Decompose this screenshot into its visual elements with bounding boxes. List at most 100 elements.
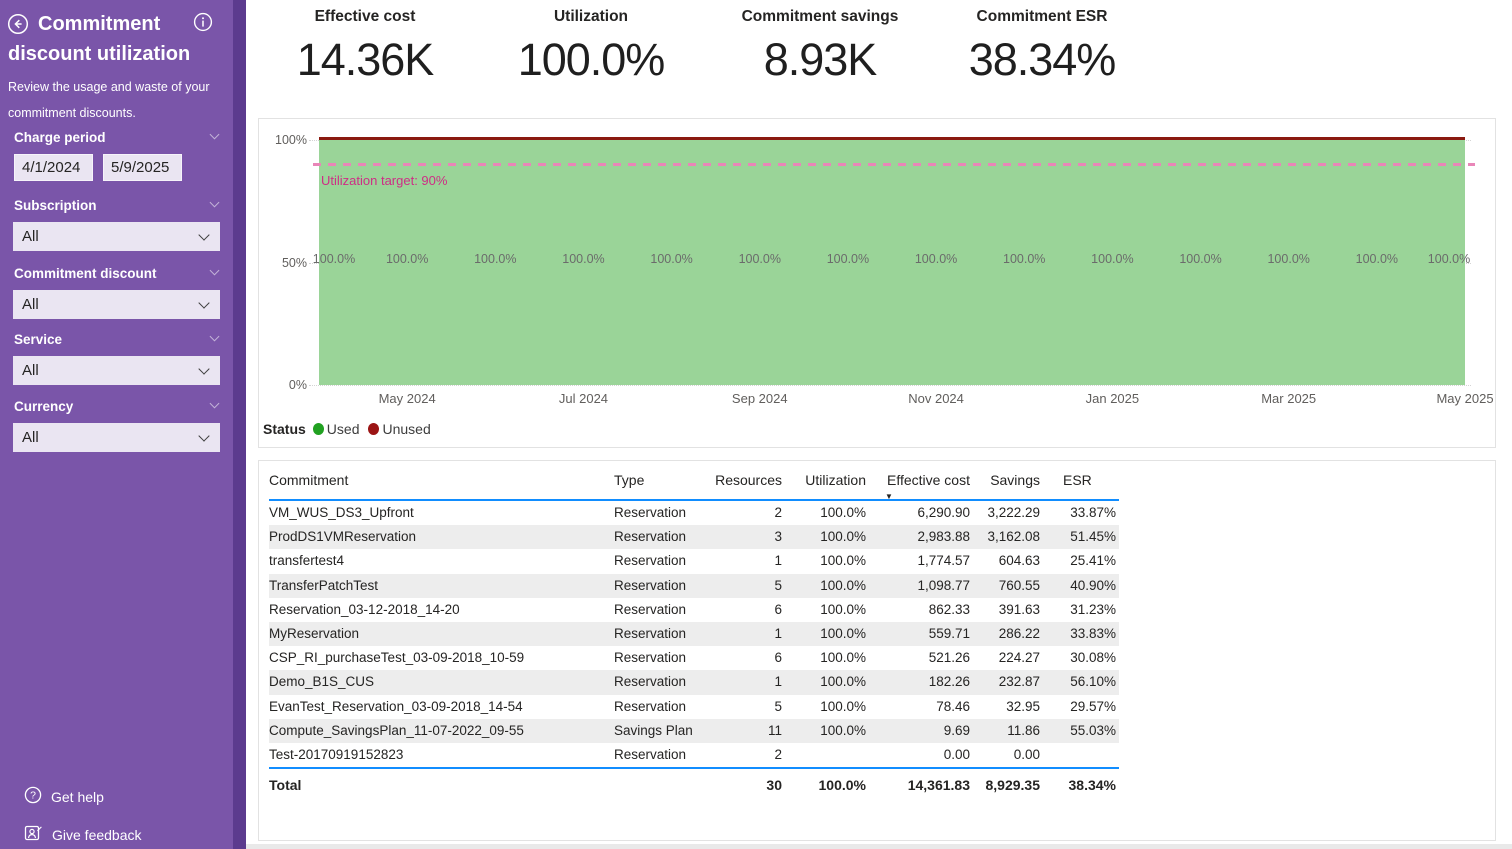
table-row[interactable]: Reservation_03-12-2018_14-20 Reservation 6…: [269, 598, 1119, 622]
chevron-down-icon: [198, 430, 210, 442]
table-cell: 11.86: [1007, 722, 1040, 738]
table-cell: 100.0%: [820, 625, 866, 641]
column-header-effective-cost[interactable]: Effective cost ▼: [869, 469, 973, 501]
table-cell: 100.0%: [820, 650, 866, 666]
currency-dropdown[interactable]: All: [13, 423, 220, 452]
data-label: 100.0%: [826, 252, 870, 266]
column-header-commitment[interactable]: Commitment: [269, 472, 349, 488]
table-cell: 2,983.88: [917, 529, 970, 545]
collapse-chevron-icon[interactable]: [209, 197, 220, 208]
y-axis-tick: 100%: [275, 133, 307, 147]
table-row[interactable]: VM_WUS_DS3_Upfront Reservation 2 100.0% 6,29…: [269, 501, 1119, 525]
commitment-discount-dropdown[interactable]: All: [13, 290, 220, 319]
table-cell: Reservation: [614, 529, 687, 545]
table-cell: 182.26: [928, 674, 970, 690]
sort-desc-icon: ▼: [885, 492, 893, 501]
table-cell: 286.22: [998, 625, 1040, 641]
table-row[interactable]: transfertest4 Reservation 1 100.0% 1,774.57 6…: [269, 549, 1119, 573]
table-cell: 3,162.08: [987, 529, 1040, 545]
page-subtitle: Review the usage and waste of your commi…: [8, 80, 210, 120]
table-row[interactable]: MyReservation Reservation 1 100.0% 559.71 286…: [269, 621, 1119, 647]
table-header-row: Commitment Type Resources Utilization Effect…: [269, 469, 1119, 501]
table-cell: 2: [774, 746, 782, 762]
table-cell: 29.57%: [1070, 698, 1116, 714]
table-cell: 30.08%: [1070, 650, 1116, 666]
back-icon[interactable]: [7, 13, 29, 40]
table-row[interactable]: Test-20170919152823 Reservation 2 0.00 0.00: [269, 743, 1119, 767]
table-cell: Reservation_03-12-2018_14-20: [269, 601, 460, 617]
legend-item-unused[interactable]: Unused: [368, 421, 431, 437]
table-cell: 391.63: [998, 601, 1040, 617]
column-header-esr[interactable]: ESR: [1063, 472, 1092, 488]
used-area-series[interactable]: [319, 140, 1465, 385]
chevron-down-icon: [198, 297, 210, 309]
legend-item-used[interactable]: Used: [312, 421, 359, 437]
table-cell: MyReservation: [269, 625, 360, 641]
table-total-divider: [269, 767, 1119, 769]
svg-text:?: ?: [30, 790, 36, 802]
kpi-effective-cost: Effective cost 14.36K: [245, 8, 485, 86]
charge-period-end-input[interactable]: [103, 154, 182, 181]
column-header-resources[interactable]: Resources: [715, 472, 782, 488]
table-cell: 0.00: [943, 746, 970, 762]
table-row[interactable]: Demo_B1S_CUS Reservation 1 100.0% 182.26 232.…: [269, 670, 1119, 695]
table-cell: 100.0%: [820, 601, 866, 617]
service-dropdown[interactable]: All: [13, 356, 220, 385]
table-row[interactable]: Compute_SavingsPlan_11-07-2022_09-55 Savi…: [269, 718, 1119, 743]
table-cell: 1: [774, 674, 782, 690]
give-feedback-link[interactable]: Give feedback: [24, 824, 142, 845]
bottom-scrollbar-track[interactable]: [246, 844, 1512, 849]
table-cell: 6: [774, 601, 782, 617]
collapse-chevron-icon[interactable]: [209, 265, 220, 276]
filter-charge-period: Charge period: [8, 126, 220, 181]
column-header-utilization[interactable]: Utilization: [805, 472, 866, 488]
charge-period-start-input[interactable]: [14, 154, 93, 181]
column-header-savings[interactable]: Savings: [990, 472, 1040, 488]
table-row[interactable]: CSP_RI_purchaseTest_03-09-2018_10-59 Rese…: [269, 646, 1119, 670]
kpi-value: 14.36K: [296, 34, 435, 85]
filter-subscription: Subscription All: [8, 194, 220, 251]
table-row[interactable]: TransferPatchTest Reservation 5 100.0% 1,098…: [269, 573, 1119, 598]
subscription-dropdown[interactable]: All: [13, 222, 220, 251]
x-axis-tick: Jan 2025: [1085, 391, 1140, 406]
table-cell: 1,774.57: [917, 553, 970, 569]
page-title: Commitment discount utilization: [8, 13, 191, 65]
data-label: 100.0%: [474, 252, 517, 266]
y-axis-tick: 0%: [288, 378, 307, 392]
sidebar: Commitment discount utilization Review t…: [0, 0, 246, 849]
collapse-chevron-icon[interactable]: [209, 398, 220, 409]
data-label: 100.0%: [650, 252, 693, 266]
column-header-type[interactable]: Type: [614, 472, 645, 488]
table-cell: Test-20170919152823: [269, 746, 404, 762]
table-cell: 55.03%: [1070, 722, 1116, 738]
sidebar-scrollbar[interactable]: [233, 0, 246, 849]
table-total-row: Total 30 100.0% 14,361.83 8,929.35 38.34%: [269, 770, 1119, 800]
table-row[interactable]: ProdDS1VMReservation Reservation 3 100.0% 2,…: [269, 525, 1119, 550]
table-cell: 521.26: [928, 650, 970, 666]
data-label: 100.0%: [914, 252, 958, 266]
table-cell: CSP_RI_purchaseTest_03-09-2018_10-59: [269, 650, 525, 666]
table-cell: 32.95: [1006, 698, 1040, 714]
table-cell: 1,098.77: [917, 577, 970, 593]
unused-line-series[interactable]: [319, 136, 1465, 140]
x-axis-tick: Mar 2025: [1261, 391, 1317, 406]
y-axis-tick: 50%: [281, 255, 307, 270]
table-cell: 0.00: [1013, 746, 1040, 762]
data-label: 100.0%: [1003, 252, 1046, 266]
info-icon[interactable]: [193, 12, 213, 37]
data-label: 100.0%: [1179, 252, 1222, 266]
get-help-label: Get help: [51, 788, 104, 805]
table-cell: 5: [774, 577, 782, 593]
table-cell: Reservation: [614, 674, 687, 690]
table-cell: 40.90%: [1070, 577, 1116, 593]
utilization-target-label: Utilization target: 90%: [321, 173, 448, 188]
table-cell: [785, 743, 869, 767]
collapse-chevron-icon[interactable]: [209, 129, 220, 140]
table-cell: 100.0%: [820, 722, 866, 738]
get-help-link[interactable]: ? Get help: [24, 786, 104, 807]
currency-dropdown-value: All: [22, 429, 39, 446]
legend-dot-icon: [312, 423, 324, 435]
collapse-chevron-icon[interactable]: [209, 331, 220, 342]
table-row[interactable]: EvanTest_Reservation_03-09-2018_14-54 Res…: [269, 695, 1119, 719]
